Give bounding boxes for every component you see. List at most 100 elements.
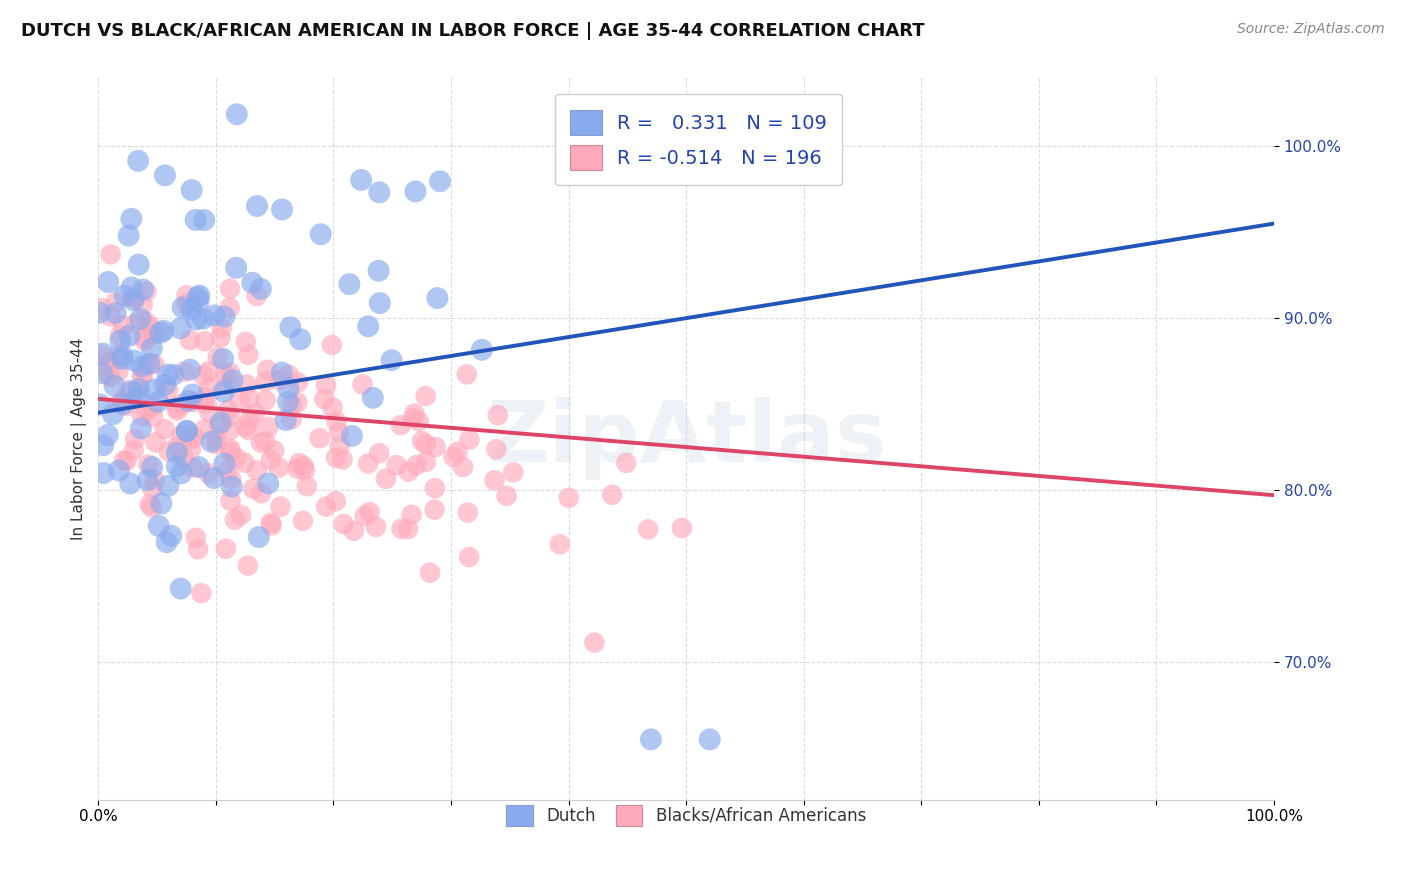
Point xyxy=(288,456,311,470)
Point xyxy=(361,391,384,405)
Point xyxy=(97,428,120,442)
Point xyxy=(112,453,135,467)
Point xyxy=(135,285,157,299)
Point xyxy=(90,348,112,362)
Point xyxy=(103,378,125,392)
Point xyxy=(115,399,138,413)
Point xyxy=(115,454,138,468)
Point xyxy=(246,289,269,303)
Point xyxy=(238,423,260,437)
Point xyxy=(277,368,299,382)
Point xyxy=(129,421,152,435)
Point xyxy=(149,326,172,340)
Point xyxy=(340,429,363,443)
Point xyxy=(290,332,312,346)
Point xyxy=(187,290,209,304)
Point xyxy=(502,466,524,480)
Point xyxy=(217,464,239,478)
Point xyxy=(419,566,441,580)
Point xyxy=(138,497,160,511)
Point xyxy=(127,383,149,397)
Point xyxy=(209,330,232,344)
Point xyxy=(146,395,169,409)
Point xyxy=(190,586,212,600)
Point xyxy=(198,381,221,395)
Point xyxy=(121,384,143,399)
Point xyxy=(391,522,413,536)
Point xyxy=(131,409,153,423)
Point xyxy=(179,433,201,447)
Point xyxy=(225,107,247,121)
Point xyxy=(380,353,402,368)
Point xyxy=(398,465,420,479)
Point xyxy=(118,328,141,343)
Point xyxy=(214,310,236,324)
Point xyxy=(640,732,662,747)
Point xyxy=(254,393,277,408)
Legend: Dutch, Blacks/African Americans: Dutch, Blacks/African Americans xyxy=(498,797,875,835)
Point xyxy=(156,368,179,382)
Point xyxy=(90,301,112,315)
Point xyxy=(143,383,166,397)
Point xyxy=(108,347,131,361)
Point xyxy=(124,432,146,446)
Point xyxy=(250,282,273,296)
Point xyxy=(169,321,191,335)
Point xyxy=(141,400,163,414)
Point xyxy=(314,392,336,406)
Point xyxy=(471,343,494,357)
Point xyxy=(187,542,209,557)
Point xyxy=(117,228,139,243)
Point xyxy=(181,460,204,475)
Point xyxy=(451,460,474,475)
Point xyxy=(112,318,135,333)
Point xyxy=(250,435,273,450)
Point xyxy=(104,306,127,320)
Point xyxy=(429,174,451,188)
Point xyxy=(170,467,193,481)
Point xyxy=(325,415,347,429)
Point xyxy=(197,467,219,481)
Point xyxy=(235,377,257,392)
Text: Source: ZipAtlas.com: Source: ZipAtlas.com xyxy=(1237,22,1385,37)
Point xyxy=(193,311,215,326)
Point xyxy=(184,213,207,227)
Point xyxy=(157,383,180,397)
Point xyxy=(166,439,188,453)
Point xyxy=(131,297,153,311)
Point xyxy=(240,276,263,290)
Point xyxy=(218,301,240,315)
Point xyxy=(166,446,188,460)
Point xyxy=(287,461,309,475)
Y-axis label: In Labor Force | Age 35-44: In Labor Force | Age 35-44 xyxy=(72,337,87,540)
Point xyxy=(112,397,135,411)
Point xyxy=(197,364,219,378)
Point xyxy=(153,169,176,183)
Point xyxy=(235,420,257,434)
Point xyxy=(138,357,160,371)
Point xyxy=(152,324,174,338)
Point xyxy=(193,213,215,227)
Point xyxy=(699,732,721,747)
Point xyxy=(108,464,131,478)
Point xyxy=(368,446,391,460)
Point xyxy=(456,368,478,382)
Point xyxy=(236,558,259,573)
Point xyxy=(127,390,149,404)
Point xyxy=(401,508,423,522)
Point xyxy=(176,297,198,311)
Point xyxy=(131,369,153,384)
Point xyxy=(142,409,165,424)
Point xyxy=(100,310,122,324)
Point xyxy=(457,506,479,520)
Point xyxy=(374,472,396,486)
Point xyxy=(153,422,176,436)
Point xyxy=(337,277,360,292)
Point xyxy=(179,362,201,376)
Point xyxy=(352,377,374,392)
Point xyxy=(180,183,202,197)
Point xyxy=(443,450,465,464)
Point xyxy=(183,430,205,444)
Point xyxy=(217,403,239,417)
Point xyxy=(172,301,194,315)
